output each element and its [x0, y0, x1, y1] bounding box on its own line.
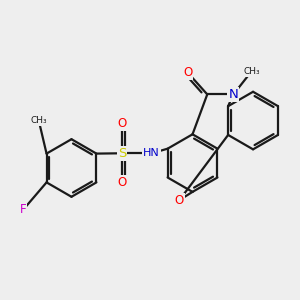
Text: S: S: [118, 147, 126, 160]
Text: HN: HN: [143, 148, 160, 158]
Text: N: N: [229, 88, 238, 101]
Text: F: F: [20, 203, 26, 216]
Text: CH₃: CH₃: [31, 116, 47, 125]
Text: O: O: [183, 66, 192, 79]
Text: O: O: [118, 176, 127, 189]
Text: O: O: [118, 117, 127, 130]
Text: CH₃: CH₃: [243, 67, 260, 76]
Text: O: O: [175, 194, 184, 207]
